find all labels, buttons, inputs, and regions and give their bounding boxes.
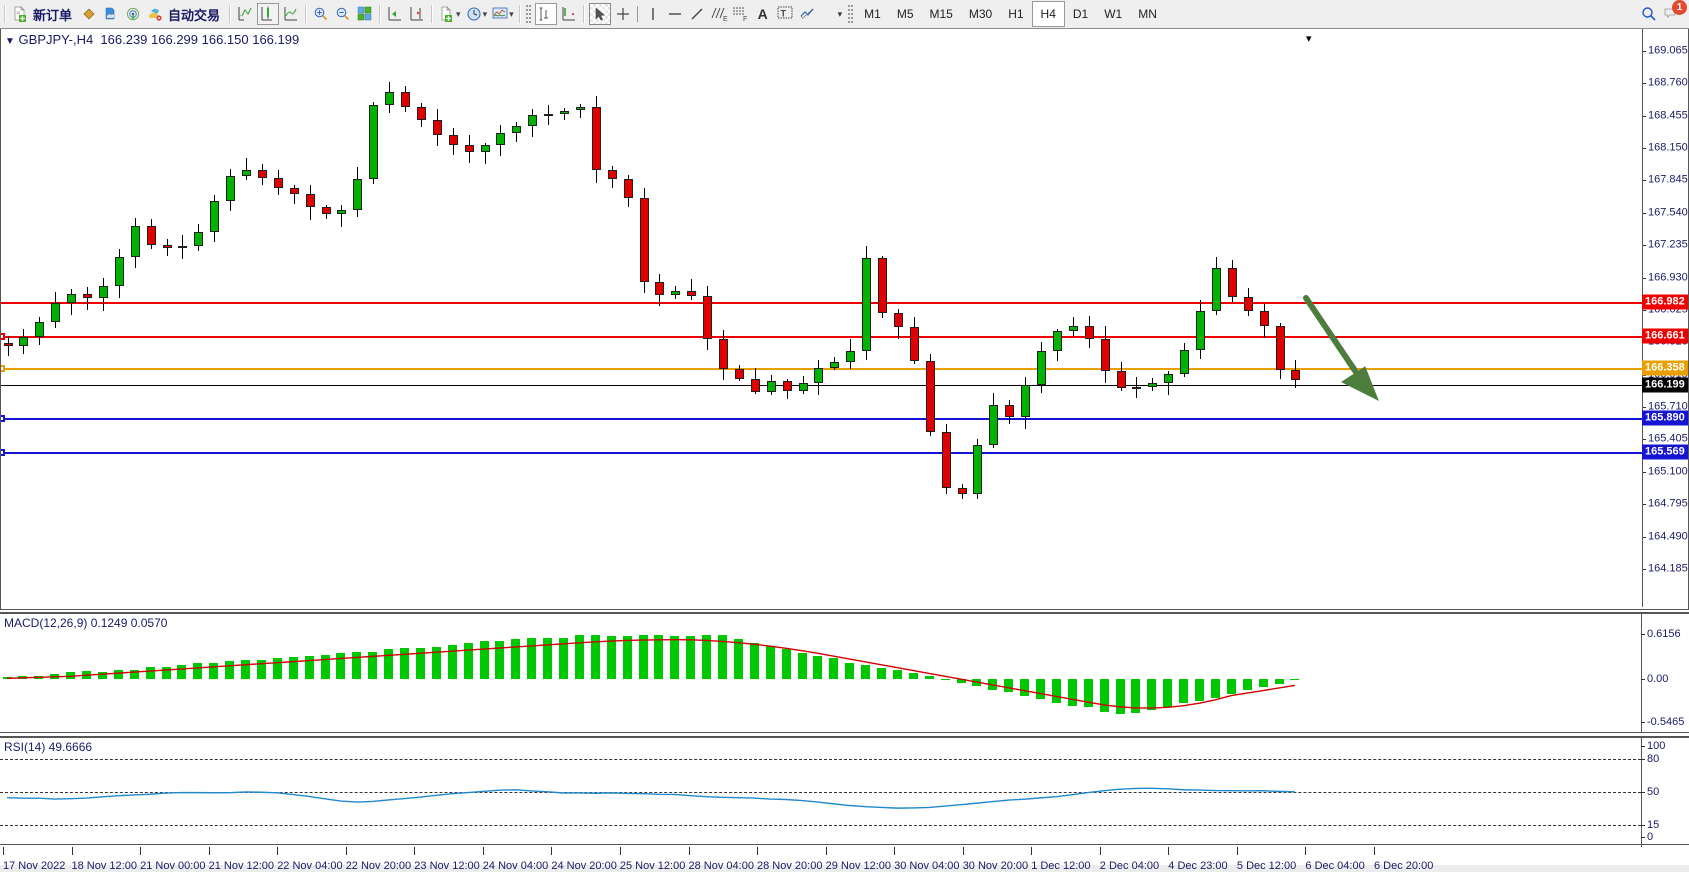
svg-text:F: F	[743, 16, 747, 22]
svg-text:E: E	[723, 16, 728, 22]
svg-text:T: T	[780, 9, 786, 19]
